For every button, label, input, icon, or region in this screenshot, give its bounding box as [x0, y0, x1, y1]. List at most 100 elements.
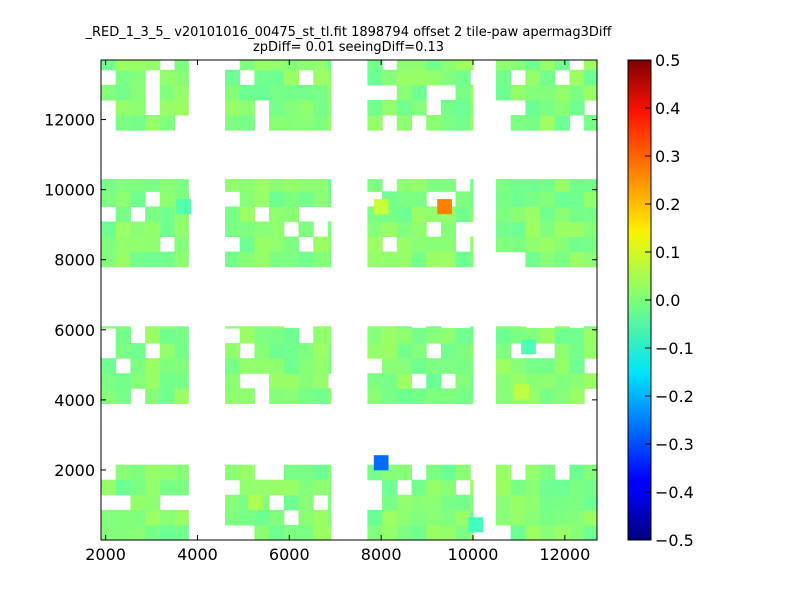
heatmap-cell	[239, 388, 255, 404]
x-tick-label: 2000	[85, 545, 126, 564]
heatmap-cell	[269, 358, 285, 374]
heatmap-cell	[298, 373, 314, 389]
heatmap-cell	[426, 236, 442, 253]
heatmap-cell	[455, 388, 471, 404]
heatmap-cell	[470, 115, 474, 131]
heatmap-cell	[440, 251, 457, 268]
heatmap-cell	[496, 328, 512, 344]
heatmap-cell	[510, 358, 526, 374]
heatmap-cell	[496, 509, 512, 526]
heatmap-cell	[313, 524, 329, 540]
heatmap-cell	[525, 60, 541, 71]
heatmap-cell	[115, 99, 131, 116]
heatmap-cell	[283, 69, 299, 86]
y-tick-label: 8000	[54, 251, 95, 270]
heatmap-cell	[327, 343, 332, 359]
heatmap-cell	[130, 251, 146, 268]
heatmap-cell	[470, 326, 474, 329]
heatmap-cell	[440, 343, 457, 359]
heatmap-cell	[130, 373, 146, 389]
heatmap-cell	[239, 236, 255, 253]
heatmap-cell	[115, 251, 131, 268]
colorbar-axis: 0.5 0.4 0.3 0.2 0.1 0.0 −0.1 −0.2 −0.3 −0.4 −0.5	[645, 51, 694, 550]
heatmap-cell	[101, 373, 117, 389]
heatmap-cell	[470, 524, 474, 540]
heatmap-cell	[396, 343, 412, 359]
heatmap-cell	[584, 328, 597, 344]
heatmap-cell	[396, 60, 412, 71]
heatmap-cell	[554, 509, 570, 526]
heatmap-cell	[115, 479, 131, 496]
heatmap-cell	[283, 191, 299, 207]
heatmap-cell	[145, 358, 161, 374]
heatmap-cell	[130, 524, 146, 540]
heatmap-cell	[540, 464, 556, 481]
heatmap-cell	[554, 179, 570, 192]
heatmap-cell	[254, 328, 270, 344]
heatmap-cell	[426, 388, 442, 404]
colorbar-tick-label: 0.5	[655, 51, 680, 70]
heatmap-cell	[145, 206, 161, 223]
heatmap-cell	[440, 494, 457, 511]
heatmap-cell	[455, 343, 471, 359]
heatmap-cell	[327, 494, 332, 511]
heatmap-cell	[283, 236, 299, 253]
heatmap-cell	[101, 84, 117, 101]
heatmap-cell	[115, 524, 131, 540]
heatmap-cell	[174, 524, 189, 540]
heatmap-cell	[159, 115, 175, 131]
heatmap-cell	[327, 84, 332, 101]
heatmap-cell	[396, 326, 412, 329]
heatmap-cell	[540, 524, 556, 540]
heatmap-cell	[525, 373, 541, 389]
heatmap-cell	[283, 388, 299, 404]
heatmap-cell	[327, 69, 332, 86]
heatmap-cell	[174, 326, 189, 329]
heatmap-cell	[525, 251, 541, 268]
heatmap-cell	[569, 494, 585, 511]
heatmap-cell	[254, 509, 270, 526]
heatmap-cell	[159, 479, 175, 496]
heatmap-cell	[130, 115, 146, 131]
heatmap-cell	[225, 343, 241, 359]
heatmap-cell	[411, 69, 427, 86]
heatmap-cell	[239, 358, 255, 374]
heatmap-cell	[269, 328, 285, 344]
heatmap-cell	[569, 69, 585, 86]
colorbar-tick-label: −0.3	[655, 435, 694, 454]
heatmap-cell	[569, 84, 585, 101]
heatmap-cell	[396, 509, 412, 526]
heatmap-cell	[327, 358, 332, 374]
heatmap-cell	[569, 343, 585, 359]
heatmap-cell	[174, 373, 189, 389]
heatmap-cell	[298, 479, 314, 496]
heatmap-cell	[426, 464, 442, 481]
colorbar-tick-label: −0.5	[655, 531, 694, 550]
heatmap-cell	[130, 236, 146, 253]
heatmap-cell	[101, 221, 117, 238]
colorbar-tick-label: 0.3	[655, 147, 680, 166]
heatmap-cell	[411, 328, 427, 344]
heatmap-cell	[283, 251, 299, 268]
heatmap-cell	[584, 464, 597, 481]
heatmap-cell	[569, 206, 585, 223]
heatmap-cell	[174, 388, 189, 404]
heatmap-cell	[470, 84, 474, 101]
heatmap-cell	[426, 358, 442, 374]
heatmap-cell	[569, 373, 585, 389]
heatmap-cell	[239, 99, 255, 116]
heatmap-cell	[101, 60, 117, 71]
heatmap-cell	[313, 179, 329, 192]
heatmap-cell	[455, 524, 471, 540]
heatmap-cell	[239, 326, 255, 329]
heatmap-cell	[159, 251, 175, 268]
plot-frame	[100, 59, 598, 541]
heatmap-cell	[115, 236, 131, 253]
heatmap-cell	[554, 524, 570, 540]
heatmap-cell	[239, 206, 255, 223]
heatmap-cell	[411, 221, 427, 238]
y-axis: 2000 4000 6000 8000 10000 12000	[44, 111, 597, 480]
heatmap-cell	[382, 69, 398, 86]
heatmap-cell	[569, 236, 585, 253]
heatmap-cell	[554, 206, 570, 223]
